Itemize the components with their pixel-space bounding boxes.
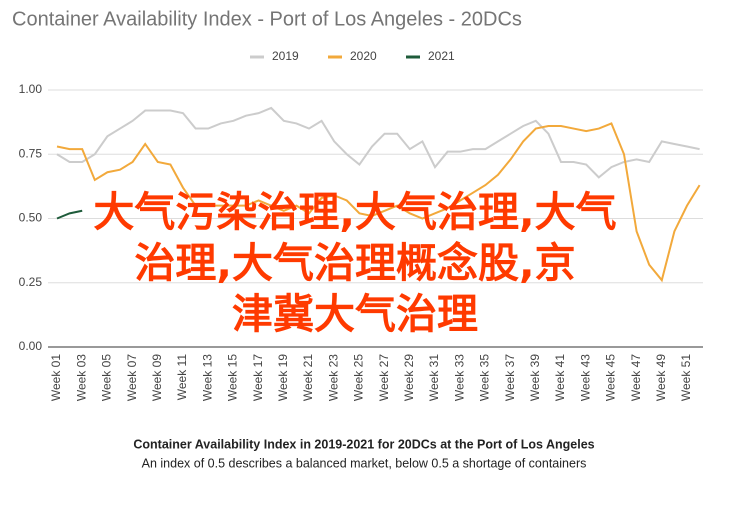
- x-tick-label: Week 45: [604, 354, 618, 401]
- x-tick-label: Week 51: [679, 354, 693, 401]
- annotation: 大气污染治理,大气治理,大气治理,大气治理概念股,京津冀大气治理: [93, 188, 616, 338]
- x-tick-label: Week 17: [251, 354, 265, 401]
- line-series: [56, 209, 83, 220]
- x-tick-label: Week 37: [503, 354, 517, 401]
- annotation-line: 大气污染治理,大气治理,大气: [93, 188, 616, 236]
- y-tick-label: 0.00: [19, 339, 43, 353]
- y-tick-label: 0.75: [19, 146, 43, 160]
- x-tick-label: Week 47: [629, 354, 643, 401]
- x-tick-label: Week 25: [352, 354, 366, 401]
- x-tick-label: Week 39: [528, 354, 542, 401]
- x-tick-label: Week 33: [452, 354, 466, 401]
- x-tick-label: Week 19: [276, 354, 290, 401]
- x-tick-label: Week 03: [74, 354, 88, 401]
- x-tick-label: Week 35: [478, 354, 492, 401]
- x-tick-label: Week 49: [654, 354, 668, 401]
- line-series: [56, 106, 700, 179]
- y-tick-label: 0.25: [19, 275, 43, 289]
- annotation-line: 津冀大气治理: [232, 290, 478, 338]
- legend-label: 2020: [350, 49, 377, 63]
- caption: Container Availability Index in 2019-202…: [133, 437, 594, 451]
- x-tick-label: Week 07: [125, 354, 139, 401]
- x-tick-label: Week 21: [301, 354, 315, 401]
- x-tick-label: Week 15: [226, 354, 240, 401]
- x-tick-label: Week 41: [553, 354, 567, 401]
- x-tick-label: Week 13: [200, 354, 214, 401]
- x-tick-label: Week 27: [377, 354, 391, 401]
- legend-label: 2021: [428, 49, 455, 63]
- x-tick-label: Week 01: [49, 354, 63, 401]
- x-tick-label: Week 43: [578, 354, 592, 401]
- x-tick-label: Week 05: [100, 354, 114, 401]
- x-tick-label: Week 23: [326, 354, 340, 401]
- x-tick-label: Week 31: [427, 354, 441, 401]
- line-series: [56, 122, 701, 283]
- annotation-line: 治理,大气治理概念股,京: [134, 239, 575, 287]
- y-tick-label: 0.50: [19, 211, 43, 225]
- x-tick-label: Week 29: [402, 354, 416, 401]
- x-tick-label: Week 09: [150, 354, 164, 401]
- chart-title: Container Availability Index - Port of L…: [12, 8, 522, 30]
- legend-label: 2019: [272, 49, 299, 63]
- subcaption: An index of 0.5 describes a balanced mar…: [142, 456, 587, 470]
- x-tick-label: Week 11: [175, 354, 189, 401]
- y-tick-label: 1.00: [19, 82, 43, 96]
